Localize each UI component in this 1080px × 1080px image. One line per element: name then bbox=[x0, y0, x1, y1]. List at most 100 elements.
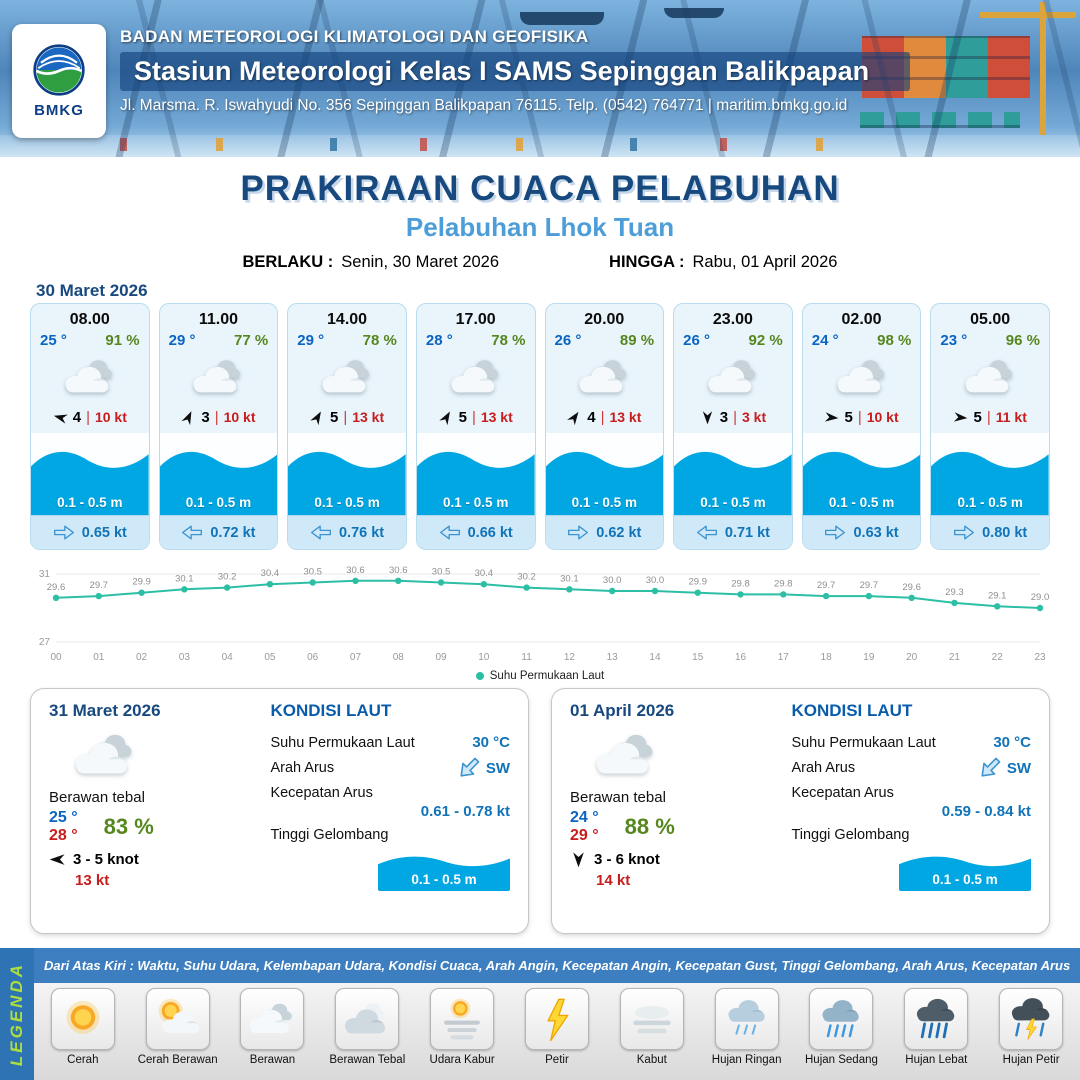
svg-text:22: 22 bbox=[992, 652, 1004, 663]
wave-height-row: Tinggi Gelombang bbox=[791, 827, 1031, 843]
berlaku-group: BERLAKU : Senin, 30 Maret 2026 bbox=[243, 253, 500, 272]
hour-label: 02.00 bbox=[841, 311, 882, 328]
svg-text:20: 20 bbox=[906, 652, 918, 663]
current-direction-icon bbox=[974, 752, 1007, 785]
svg-text:16: 16 bbox=[735, 652, 747, 663]
humidity: 77 % bbox=[234, 332, 269, 349]
humidity: 92 % bbox=[748, 332, 783, 349]
header-text: BADAN METEOROLOGI KLIMATOLOGI DAN GEOFIS… bbox=[120, 27, 965, 115]
kondisi-laut-title: KONDISI LAUT bbox=[791, 701, 913, 720]
legend-item: Berawan bbox=[226, 988, 318, 1066]
legend-label: Petir bbox=[545, 1054, 569, 1066]
svg-text:04: 04 bbox=[222, 652, 234, 663]
daily-card: 31 Maret 2026 Berawan tebal 25 ° 28 ° 83… bbox=[30, 688, 529, 934]
wave-height-band: 0.1 - 0.5 m bbox=[545, 433, 664, 515]
sst-chart: 31 27 29.6 00 29.7 01 29.9 02 30.1 03 30.2 04 30.4 05… bbox=[39, 565, 1050, 663]
humidity: 78 % bbox=[362, 332, 397, 349]
wind-row: 5 | 10 kt bbox=[803, 405, 921, 429]
svg-text:29.3: 29.3 bbox=[945, 587, 964, 598]
wave-graphic-icon bbox=[416, 451, 535, 515]
wind-direction-icon bbox=[570, 851, 587, 868]
divider: | bbox=[600, 408, 605, 426]
wave-graphic-icon bbox=[159, 451, 278, 515]
current-speed-row: Kecepatan Arus bbox=[270, 785, 510, 801]
hingga-value: Rabu, 01 April 2026 bbox=[692, 253, 838, 271]
wind-row: 5 | 11 kt bbox=[931, 405, 1049, 429]
hourly-card: 17.00 28 ° 78 % 5 | 13 kt 0.1 - 0.5 m bbox=[415, 303, 536, 550]
hour-label: 08.00 bbox=[69, 311, 110, 328]
temp-humidity-row: 25 ° 91 % bbox=[31, 329, 149, 349]
legend-label: Hujan Lebat bbox=[905, 1054, 968, 1066]
wave-height: 0.1 - 0.5 m bbox=[700, 495, 766, 510]
daily-card: 01 April 2026 Berawan tebal 24 ° 29 ° 88… bbox=[551, 688, 1050, 934]
header-banner: BMKG BADAN METEOROLOGI KLIMATOLOGI DAN G… bbox=[0, 0, 1080, 157]
current-speed: 0.62 kt bbox=[596, 524, 642, 541]
legend-section: LEGENDA Dari Atas Kiri : Waktu, Suhu Uda… bbox=[0, 948, 1080, 1080]
wind-row: 3 - 6 knot bbox=[570, 851, 777, 868]
kecepatan-arus-label: Kecepatan Arus bbox=[791, 785, 894, 801]
svg-text:11: 11 bbox=[521, 652, 532, 663]
wind-row: 3 | 3 kt bbox=[674, 405, 792, 429]
condition-label: Berawan tebal bbox=[570, 789, 666, 806]
svg-text:29.8: 29.8 bbox=[731, 578, 750, 589]
svg-text:29.0: 29.0 bbox=[1031, 592, 1050, 603]
daily-date: 01 April 2026 bbox=[570, 701, 675, 720]
svg-text:07: 07 bbox=[350, 652, 362, 663]
divider: | bbox=[86, 408, 90, 426]
legend-label: Berawan Tebal bbox=[329, 1054, 406, 1066]
wind-speed: 3 kt bbox=[742, 409, 767, 425]
wave-graphic-icon bbox=[674, 451, 792, 515]
wave-height-box: 0.1 - 0.5 m bbox=[899, 847, 1031, 891]
hourly-forecast-row: 08.00 25 ° 91 % 4 | 10 kt 0.1 - 0.5 m bbox=[30, 303, 1050, 550]
svg-text:30.2: 30.2 bbox=[218, 572, 237, 583]
current-direction-icon bbox=[567, 524, 589, 541]
svg-text:00: 00 bbox=[50, 652, 62, 663]
weather-icon bbox=[803, 349, 921, 405]
legend-label: Cerah Berawan bbox=[137, 1054, 218, 1066]
legend-info-bar: Dari Atas Kiri : Waktu, Suhu Udara, Kele… bbox=[34, 948, 1080, 983]
air-temp: 29 ° bbox=[297, 332, 325, 349]
hingga-label: HINGGA : bbox=[609, 253, 685, 271]
sst-value: 30 °C bbox=[472, 734, 510, 751]
wind-force: 5 bbox=[458, 408, 467, 426]
current-row: 0.66 kt bbox=[416, 515, 535, 549]
current-row: 0.71 kt bbox=[674, 515, 792, 549]
legend-icons-row: Cerah Cerah Berawan Berawan Berawan Teba… bbox=[34, 983, 1080, 1080]
wind-range: 3 - 6 knot bbox=[594, 851, 660, 868]
legend-item: Cerah Berawan bbox=[132, 988, 224, 1066]
current-row: 0.76 kt bbox=[288, 515, 406, 549]
svg-text:31: 31 bbox=[39, 569, 51, 580]
weather-icon bbox=[578, 725, 777, 787]
humidity: 98 % bbox=[877, 332, 912, 349]
hour-label: 05.00 bbox=[970, 311, 1011, 328]
current-speed-row: Kecepatan Arus bbox=[791, 785, 1031, 801]
legend-weather-icon bbox=[809, 988, 874, 1050]
hourly-card: 20.00 26 ° 89 % 4 | 13 kt 0.1 - 0.5 m bbox=[544, 303, 665, 550]
weather-icon bbox=[417, 349, 535, 405]
arah-arus-label: Arah Arus bbox=[791, 760, 856, 776]
legend-weather-icon bbox=[335, 988, 400, 1050]
wave-height: 0.1 - 0.5 m bbox=[314, 495, 380, 510]
wave-height: 0.1 - 0.5 m bbox=[57, 495, 123, 510]
port-name: Pelabuhan Lhok Tuan bbox=[405, 212, 675, 242]
current-direction-icon bbox=[310, 524, 332, 541]
temp-max: 28 ° bbox=[49, 827, 78, 844]
sea-condition-column: KONDISI LAUT Suhu Permukaan Laut 30 °C A… bbox=[270, 701, 510, 921]
wind-direction-icon bbox=[953, 409, 969, 425]
svg-text:30.6: 30.6 bbox=[389, 565, 408, 576]
wave-height: 0.1 - 0.5 m bbox=[411, 872, 477, 887]
current-row: 0.63 kt bbox=[802, 515, 921, 549]
svg-text:10: 10 bbox=[478, 652, 490, 663]
legend-weather-icon bbox=[619, 988, 684, 1050]
legend-label: Udara Kabur bbox=[429, 1054, 495, 1066]
legend-item: Hujan Lebat bbox=[890, 988, 982, 1066]
svg-text:06: 06 bbox=[307, 652, 319, 663]
svg-text:30.1: 30.1 bbox=[560, 573, 579, 584]
humidity: 78 % bbox=[491, 332, 526, 349]
wind-force: 4 bbox=[587, 408, 596, 426]
legend-item: Petir bbox=[511, 988, 603, 1066]
svg-text:30.4: 30.4 bbox=[261, 568, 280, 579]
wind-row: 5 | 13 kt bbox=[288, 405, 406, 429]
svg-text:02: 02 bbox=[136, 652, 148, 663]
